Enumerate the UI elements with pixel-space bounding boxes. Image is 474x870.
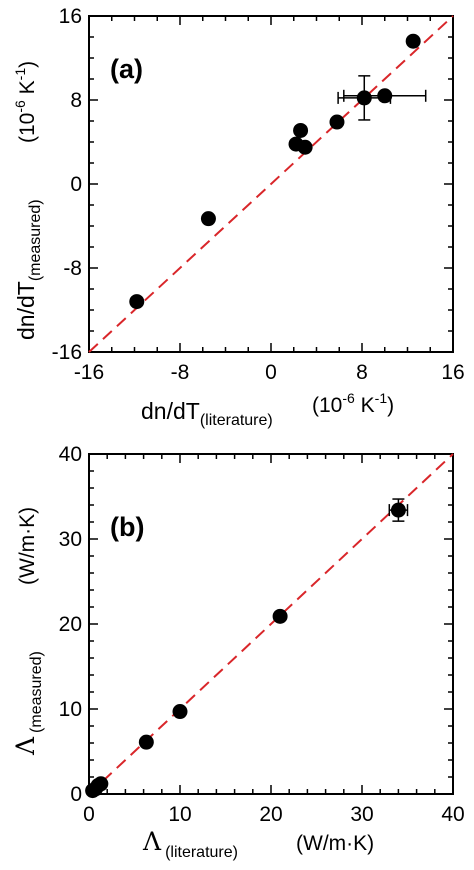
panel-b-xlabel: Λ (literature)	[142, 827, 238, 861]
x-tick-label: 8	[356, 361, 368, 384]
panel-a-label: (a)	[110, 54, 143, 84]
panel-a-tick-labels: -16 -8 0 8 16 -16 -8 0 8 16	[52, 5, 465, 384]
panel-a-ticks	[88, 15, 454, 353]
panel-a-xlabel-sub: (literature)	[200, 412, 273, 429]
data-point	[297, 139, 313, 155]
panel-b-ylabel: Λ (measured)	[11, 651, 45, 756]
panel-b-points	[85, 498, 409, 799]
data-point	[138, 734, 154, 750]
y-tick-label: 16	[59, 5, 82, 28]
data-point	[93, 776, 109, 792]
panel-a-reference-line	[88, 15, 454, 353]
y-tick-label: 8	[70, 89, 82, 112]
data-point	[329, 114, 345, 130]
panel-a-ylabel-unit: (10-6 K-1)	[12, 61, 39, 143]
panel-b-ylabel-symbol: Λ	[11, 736, 40, 756]
panel-b-xlabel-unit: (W/m·K)	[296, 832, 374, 855]
y-tick-label: 40	[59, 443, 82, 466]
y-tick-label: -8	[63, 257, 82, 280]
x-tick-label: 0	[265, 361, 277, 384]
y-tick-label: 20	[59, 613, 82, 636]
panel-a-points	[129, 33, 427, 310]
x-tick-label: 40	[441, 803, 464, 826]
panel-b-xlabel-sub: (literature)	[165, 844, 238, 861]
panel-a-ylabel-main: dn/dT	[13, 281, 39, 340]
data-point	[405, 33, 421, 49]
x-tick-label: -16	[74, 361, 104, 384]
x-tick-label: 30	[350, 803, 373, 826]
x-tick-label: 10	[168, 803, 191, 826]
data-point	[272, 608, 288, 624]
data-point	[172, 704, 188, 720]
data-point	[390, 502, 406, 518]
panel-b-ticks	[88, 453, 454, 795]
panel-b-tick-labels: 0 10 20 30 40 0 10 20 30 40	[59, 443, 465, 826]
y-tick-label: 30	[59, 528, 82, 551]
panel-a-ylabel: dn/dT(measured)	[13, 199, 44, 340]
panel-b-xlabel-symbol: Λ	[142, 827, 162, 856]
data-point	[200, 211, 216, 227]
x-tick-label: 16	[441, 361, 464, 384]
x-tick-label: 0	[83, 803, 95, 826]
y-tick-label: 0	[70, 783, 82, 806]
x-tick-label: -8	[171, 361, 190, 384]
x-tick-label: 20	[259, 803, 282, 826]
data-point	[293, 122, 309, 138]
panel-a-xlabel-unit: (10-6 K-1)	[312, 390, 394, 417]
panel-a-xlabel: dn/dT(literature)	[141, 398, 273, 429]
data-point	[129, 294, 145, 310]
data-point	[356, 90, 372, 106]
panel-b-label: (b)	[110, 512, 144, 542]
data-point	[377, 88, 393, 104]
y-tick-label: 10	[59, 698, 82, 721]
panel-b-ylabel-unit: (W/m·K)	[16, 507, 39, 585]
panel-a-ylabel-sub: (measured)	[27, 199, 44, 281]
y-tick-label: 0	[70, 173, 82, 196]
panel-b-ylabel-sub: (measured)	[28, 651, 45, 733]
y-tick-label: -16	[52, 341, 82, 364]
panel-a-xlabel-main: dn/dT	[141, 398, 200, 424]
